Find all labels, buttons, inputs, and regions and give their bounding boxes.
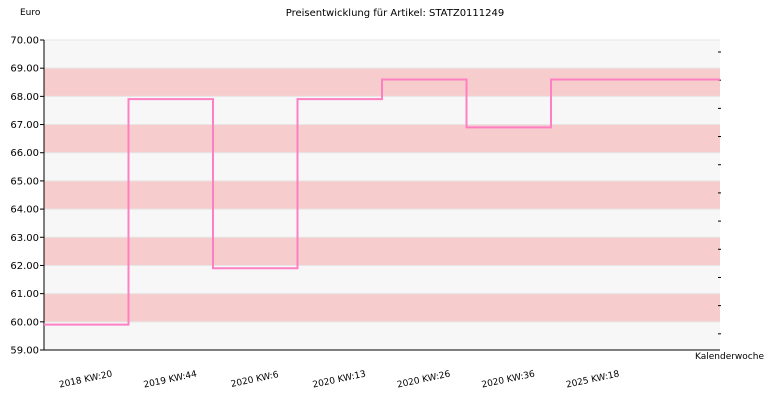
chart-title: Preisentwicklung für Artikel: STATZ01112… [286,8,504,19]
y-tick-label: 61.00 [10,289,39,300]
y-tick-label: 60.00 [10,317,39,328]
x-tick-label: 2020 KW:26 [396,369,451,390]
series-layer [44,78,720,326]
y-tick-label: 63.00 [10,233,39,244]
y-tick-label: 66.00 [10,148,39,159]
y-tick-label: 67.00 [10,120,39,131]
y-tick-label: 70.00 [10,36,39,47]
background-band [44,237,720,266]
y-tick-labels: 59.00 60.00 61.00 62.00 63.00 64.00 65.00 66.00… [10,36,44,357]
y-tick-label: 59.00 [10,346,39,357]
axes [43,40,720,351]
y-axis-unit-label: Euro [20,8,41,18]
y-tick-label: 62.00 [10,261,39,272]
x-tick-label: 2025 KW:18 [565,369,620,390]
background-band [44,152,720,181]
x-tick-label: 2018 KW:20 [58,369,113,390]
price-series-line [44,78,720,326]
y-tick-label: 69.00 [10,64,39,75]
background-band [44,321,720,350]
background-band [44,209,720,238]
x-tick-label: 2020 KW:6 [230,370,280,390]
x-tick-label: 2020 KW:13 [312,370,367,391]
y-tick-label: 68.00 [10,92,39,103]
x-tick-label: 2020 KW:36 [481,369,536,390]
background-band [44,96,720,125]
background-band [44,124,720,153]
background-band [44,180,720,210]
y-tick-label: 65.00 [10,176,39,187]
x-tick-label: 2019 KW:44 [143,369,198,390]
background-band [44,40,720,69]
y-tick-label: 64.00 [10,205,39,216]
background-band [44,293,720,322]
x-tick-labels: 2018 KW:20 2019 KW:44 2020 KW:6 2020 KW:13 2… [58,369,620,390]
background-band [44,265,720,294]
x-axis-label: Kalenderwoche [695,352,764,362]
